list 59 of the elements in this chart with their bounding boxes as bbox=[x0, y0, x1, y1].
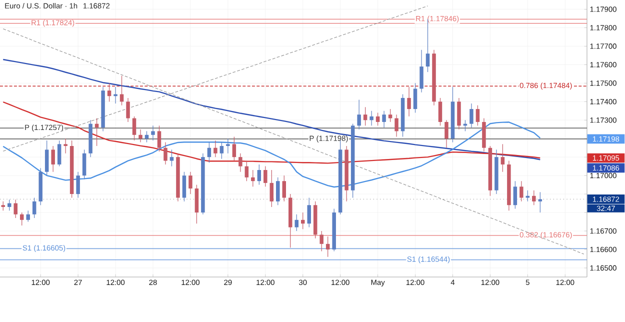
candlestick bbox=[326, 236, 330, 258]
candlestick bbox=[226, 138, 230, 154]
candlestick bbox=[120, 75, 124, 106]
candlestick bbox=[376, 112, 380, 126]
candlestick bbox=[151, 125, 155, 141]
candlestick bbox=[238, 153, 242, 172]
candlestick bbox=[438, 98, 442, 126]
candlestick bbox=[214, 140, 218, 158]
candlestick bbox=[157, 125, 162, 152]
candlestick bbox=[276, 177, 280, 206]
candlestick bbox=[470, 103, 474, 128]
candlestick bbox=[170, 149, 174, 167]
candlestick bbox=[14, 199, 18, 218]
candlestick bbox=[420, 50, 424, 93]
candlestick bbox=[82, 149, 86, 180]
candlestick bbox=[357, 99, 361, 130]
candlestick bbox=[294, 214, 298, 232]
candlestick bbox=[107, 82, 112, 102]
candlestick bbox=[26, 210, 30, 222]
candlestick bbox=[282, 175, 286, 202]
candlestick bbox=[164, 142, 168, 165]
candlestick bbox=[363, 106, 368, 126]
candlestick bbox=[57, 140, 62, 167]
candlestick bbox=[388, 108, 392, 122]
candlestick bbox=[126, 98, 130, 122]
candlestick bbox=[182, 172, 186, 202]
candlestick bbox=[532, 190, 536, 206]
candlestick bbox=[132, 116, 136, 141]
candlestick bbox=[513, 180, 518, 210]
candlestick bbox=[520, 180, 524, 202]
candlestick bbox=[394, 114, 398, 138]
candlestick bbox=[44, 140, 49, 176]
candlestick bbox=[257, 164, 262, 186]
candlestick bbox=[244, 160, 249, 182]
candlestick bbox=[382, 110, 386, 128]
candlestick bbox=[32, 197, 36, 218]
candlestick bbox=[270, 170, 274, 208]
candlestick bbox=[1, 201, 5, 211]
candlestick bbox=[188, 172, 192, 194]
candlestick bbox=[51, 146, 55, 172]
candlestick bbox=[264, 166, 268, 187]
candlestick bbox=[20, 212, 24, 226]
candlestick bbox=[320, 230, 324, 252]
candlestick bbox=[207, 142, 212, 163]
candlestick bbox=[407, 86, 411, 117]
candlestick bbox=[138, 129, 142, 143]
candlestick bbox=[251, 170, 255, 187]
candlestick bbox=[538, 192, 542, 213]
candlestick bbox=[307, 197, 311, 228]
candlestick bbox=[220, 142, 224, 160]
candlestick bbox=[76, 172, 80, 198]
candlestick bbox=[232, 136, 236, 162]
candlestick bbox=[370, 110, 374, 126]
candlestick bbox=[444, 120, 448, 148]
candlestick bbox=[114, 86, 118, 104]
candlestick bbox=[476, 105, 480, 126]
candlestick bbox=[500, 144, 505, 172]
candlestick bbox=[64, 138, 68, 154]
candlestick bbox=[413, 82, 418, 114]
